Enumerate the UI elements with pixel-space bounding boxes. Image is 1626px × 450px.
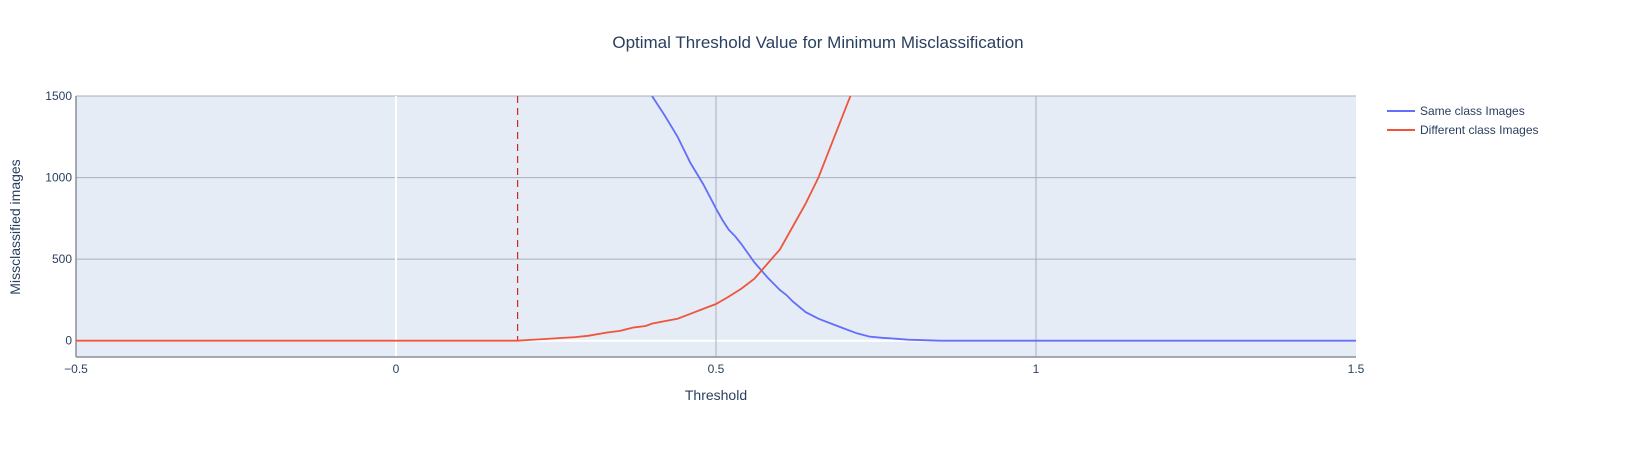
plot-area[interactable]: 0 500 1000 1500 −0.5 0 0.5 1 1.5: [45, 89, 1364, 376]
x-tick-label: −0.5: [64, 362, 88, 376]
series-line-0[interactable]: [651, 96, 1356, 342]
y-tick-label: 1000: [45, 171, 72, 185]
y-tick-label: 500: [52, 252, 72, 266]
x-tick-label: 1.5: [1348, 362, 1365, 376]
chart-title: Optimal Threshold Value for Minimum Misc…: [612, 33, 1023, 52]
x-tick-label: 0: [393, 362, 400, 376]
x-axis-title: Threshold: [685, 387, 747, 403]
x-tick-label: 0.5: [708, 362, 725, 376]
y-axis-title: Missclassified images: [7, 159, 23, 294]
series-line-1[interactable]: [76, 96, 852, 342]
x-tick-label: 1: [1033, 362, 1040, 376]
y-tick-label: 0: [65, 334, 72, 348]
y-tick-label: 1500: [45, 89, 72, 103]
legend-label[interactable]: Same class Images: [1420, 104, 1525, 118]
legend-label[interactable]: Different class Images: [1420, 123, 1539, 137]
legend[interactable]: Same class Images Different class Images: [1387, 104, 1539, 137]
